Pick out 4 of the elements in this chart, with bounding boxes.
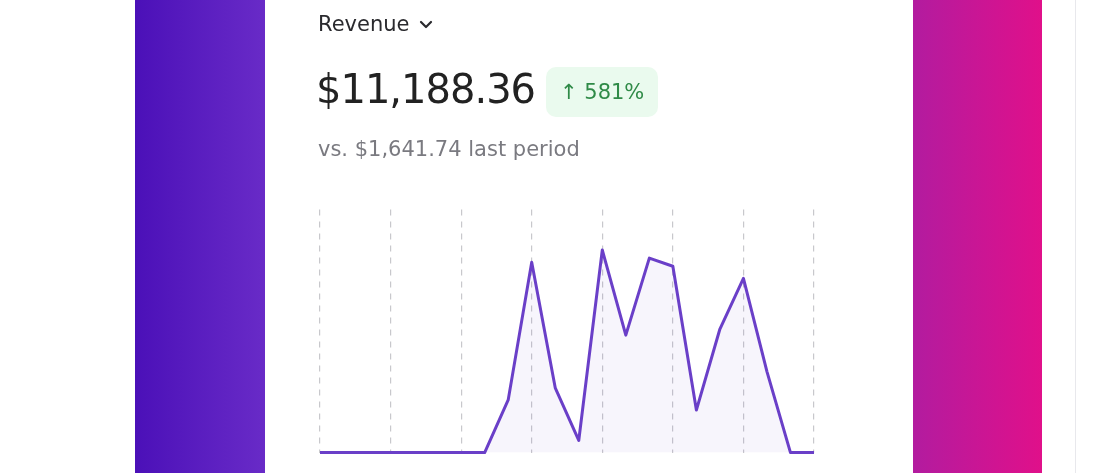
- text: ↑ 581%: [546, 67, 659, 117]
- text: vs. $1,641.74 last period: [318, 137, 580, 161]
- chart-title: Revenue: [318, 12, 410, 36]
- text: $11,188.36: [316, 66, 536, 112]
